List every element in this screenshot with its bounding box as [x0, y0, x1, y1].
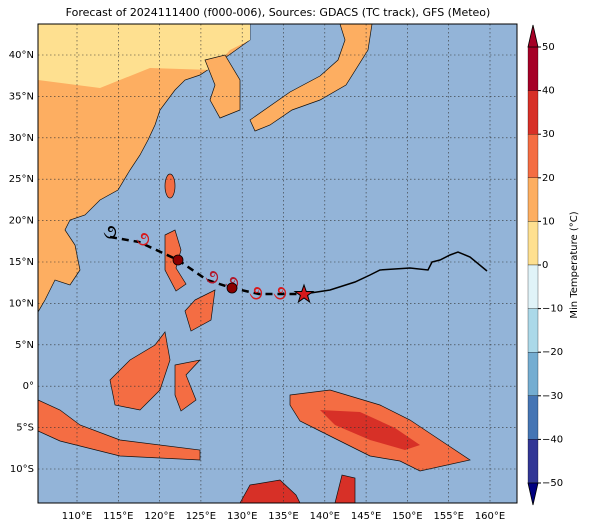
colorbar: 50 40 30 20 10 0 −10 −20 −30 −40 −50 [527, 24, 563, 506]
land-asia [38, 24, 251, 313]
lon-label: 155°E [433, 511, 463, 522]
lat-label: 20°N [9, 216, 34, 227]
colorbar-segment [527, 395, 539, 440]
map-area: ૭ ૭ ૭ ૭ ૭ ૭ [38, 24, 517, 503]
colorbar-tick-label: 30 [542, 129, 555, 140]
lon-label: 135°E [268, 511, 298, 522]
colorbar-extend [527, 482, 539, 506]
colorbar-tick-label: −30 [542, 391, 563, 402]
past-track [109, 235, 304, 296]
colorbar-segment [527, 308, 539, 353]
lat-label: 40°N [9, 50, 34, 61]
cyclone-symbol: ૭ [136, 227, 150, 251]
current-position [293, 283, 315, 304]
lat-label: 10°N [9, 298, 34, 309]
lon-label: 130°E [227, 511, 257, 522]
lat-label: 5°N [15, 340, 34, 351]
colorbar-tick-label: −50 [542, 478, 563, 489]
lon-label: 125°E [186, 511, 216, 522]
colorbar-tick-label: 10 [542, 216, 555, 227]
colorbar-tick-label: 0 [542, 260, 548, 271]
land-borneo [109, 331, 171, 411]
forecast-track [303, 251, 488, 295]
colorbar-tick-label: 40 [542, 86, 555, 97]
lat-label: 5°S [16, 423, 34, 434]
lat-label: 15°N [9, 257, 34, 268]
track-point [226, 282, 238, 294]
cyclone-symbol: ૭ [205, 265, 219, 289]
land-australia-east [334, 474, 356, 503]
colorbar-tick-label: −10 [542, 304, 563, 315]
colorbar-segment [527, 352, 539, 396]
land-australia [239, 479, 301, 503]
colorbar-segment [527, 46, 539, 91]
land-taiwan [164, 173, 176, 199]
colorbar-segment [527, 90, 539, 135]
map-frame [37, 23, 518, 504]
colorbar-extend [527, 24, 539, 48]
lon-label: 150°E [392, 511, 422, 522]
colorbar-segment [527, 177, 539, 222]
lon-label: 160°E [475, 511, 505, 522]
colorbar-segment [527, 134, 539, 178]
land-north [38, 24, 250, 88]
lon-label: 115°E [103, 511, 133, 522]
colorbar-tick-label: 20 [542, 173, 555, 184]
land-new-guinea-highland [320, 410, 420, 450]
cyclone-symbol: ૭ [103, 220, 117, 244]
lon-label: 120°E [144, 511, 174, 522]
land-japan [249, 24, 373, 132]
land-korea [204, 54, 241, 119]
colorbar-tick-label: 50 [542, 42, 555, 53]
cyclone-symbol: ૭ [249, 281, 263, 305]
lon-label: 110°E [62, 511, 92, 522]
colorbar-tick-label: −40 [542, 434, 563, 445]
lat-label: 25°N [9, 174, 34, 185]
land-sulawesi [174, 359, 201, 412]
track-point [172, 254, 184, 266]
lat-label: 0° [23, 381, 34, 392]
colorbar-tick-label: −20 [542, 347, 563, 358]
lat-label: 35°N [9, 91, 34, 102]
colorbar-label: Min Temperature (°C) [569, 211, 580, 318]
lon-label: 140°E [310, 511, 340, 522]
lat-label: 10°S [10, 464, 34, 475]
lon-label: 145°E [351, 511, 381, 522]
cyclone-symbol: ૭ [273, 281, 287, 305]
colorbar-segment [527, 221, 539, 266]
colorbar-segment [527, 439, 539, 484]
lat-label: 30°N [9, 133, 34, 144]
map-title: Forecast of 2024111400 (f000-006), Sourc… [66, 6, 491, 19]
colorbar-segment [527, 264, 539, 309]
